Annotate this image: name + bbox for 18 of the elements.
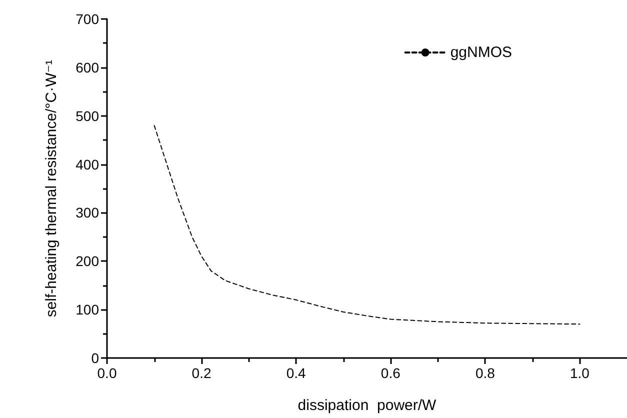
y-tick-label: 200 — [76, 253, 100, 270]
line-series — [154, 125, 580, 325]
x-tick-label: 1.0 — [570, 365, 590, 381]
x-tick-label: 0.8 — [475, 365, 496, 381]
x-tick-label: 0.2 — [192, 365, 212, 381]
x-tick-label: 0.4 — [286, 365, 306, 381]
x-tick-label: 0.0 — [97, 365, 117, 381]
y-tick-label: 700 — [76, 11, 100, 27]
y-tick-label: 100 — [76, 302, 100, 318]
y-tick-label: 600 — [76, 59, 100, 76]
x-tick-label: 0.6 — [380, 365, 401, 381]
y-tick-label: 500 — [76, 108, 100, 124]
y-tick-label: 300 — [76, 204, 100, 221]
legend-label: ggNMOS — [450, 44, 512, 61]
y-tick-label: 0 — [91, 350, 100, 366]
y-axis-title: self-heating thermal resistance/°C·W⁻¹ — [43, 60, 60, 318]
y-tick-label: 400 — [76, 156, 100, 172]
x-axis-title: dissipation power/W — [298, 397, 438, 414]
